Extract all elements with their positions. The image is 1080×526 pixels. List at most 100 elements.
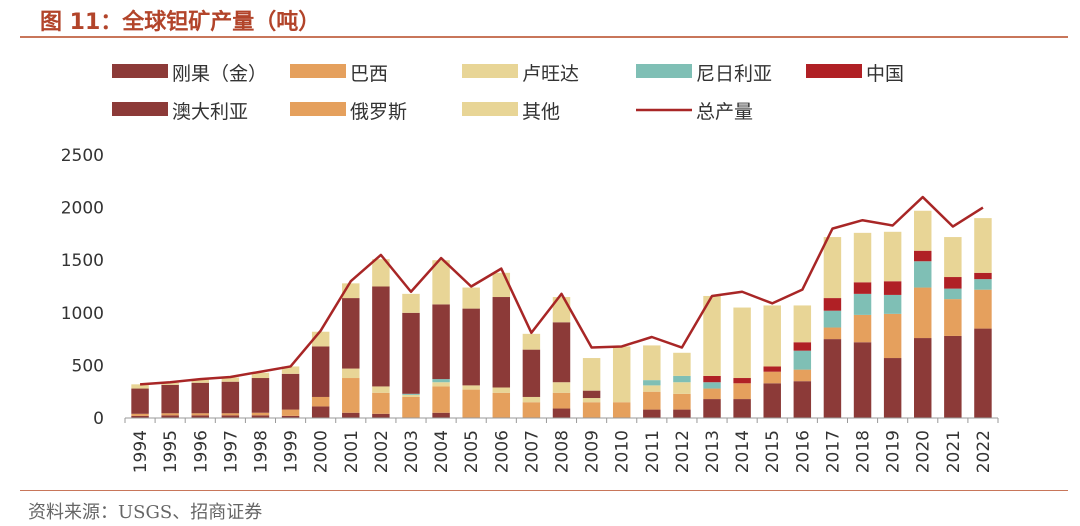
bar-segment — [191, 379, 209, 383]
bar-segment — [673, 409, 691, 418]
x-tick-label: 2002 — [372, 430, 392, 473]
bar-segment — [281, 373, 300, 410]
bar-segment — [914, 261, 932, 288]
bar-segment — [703, 295, 721, 376]
bar-segment — [733, 399, 751, 418]
bar-segment — [853, 282, 872, 294]
x-tick-label: 2019 — [884, 430, 904, 473]
bar-segment — [251, 412, 270, 416]
bar-segment — [432, 379, 450, 383]
bar-segment — [883, 281, 902, 295]
bar-segment — [673, 393, 691, 410]
bar-segment — [974, 289, 992, 329]
bar-segment — [221, 381, 240, 414]
legend-label-other: 其他 — [522, 101, 560, 123]
bar-segment — [462, 308, 480, 386]
x-tick-label: 2004 — [432, 430, 452, 473]
legend-item-nigeria: 尼日利亚 — [636, 63, 772, 85]
source-note: 资料来源：USGS、招商证券 — [28, 502, 263, 523]
x-tick-label: 2008 — [553, 430, 573, 473]
x-tick-label: 1996 — [191, 430, 211, 473]
bar-segment — [131, 413, 149, 416]
bar-segment — [342, 368, 360, 379]
bar-segment — [823, 310, 842, 328]
bar-segment — [161, 413, 179, 416]
legend-item-other: 其他 — [462, 101, 560, 123]
bar-segment — [643, 345, 661, 381]
tantalum-production-chart: 刚果（金） 巴西 卢旺达 尼日利亚 中国 澳大利亚 俄罗斯 其他 — [61, 63, 999, 473]
bar-segment — [974, 218, 992, 273]
y-tick-label: 0 — [93, 409, 104, 429]
legend-swatch-brazil — [290, 64, 346, 78]
bar-segment — [311, 346, 330, 397]
bar-segment — [853, 342, 872, 418]
bar-segment — [161, 415, 179, 418]
bar-segment — [432, 260, 450, 305]
bar-segment — [793, 305, 812, 343]
bar-segment — [673, 382, 691, 394]
bar-segment — [372, 392, 390, 414]
legend-label-total: 总产量 — [696, 101, 753, 123]
x-tick-label: 1997 — [221, 430, 241, 473]
bar-segment — [703, 382, 721, 389]
x-tick-label: 2011 — [643, 430, 663, 473]
bar-segment — [552, 392, 571, 409]
bar-segment — [372, 259, 390, 287]
bar-segment — [763, 371, 781, 384]
legend-item-congo: 刚果（金） — [112, 63, 267, 85]
x-axis: 1994 1995 1996 1997 1998 1999 2000 2001 2002 2003… — [124, 417, 999, 473]
x-tick-label: 1995 — [161, 430, 181, 473]
bar-segment — [763, 383, 781, 418]
bar-segment — [883, 313, 902, 359]
x-tick-label: 2021 — [944, 430, 964, 473]
bar-segment — [823, 327, 842, 340]
bar-segment — [281, 409, 300, 416]
x-tick-label: 1998 — [251, 430, 271, 473]
bar-segment — [793, 381, 812, 418]
bar-segment — [161, 382, 179, 385]
bar-segment — [191, 415, 209, 418]
bar-segment — [131, 415, 149, 418]
bar-segment — [402, 312, 420, 394]
x-tick-label: 2006 — [492, 430, 512, 473]
bar-segment — [402, 394, 420, 397]
bar-segment — [432, 412, 450, 418]
bar-segment — [281, 366, 300, 374]
y-tick-label: 500 — [72, 356, 104, 376]
x-tick-label: 2020 — [914, 430, 934, 473]
x-tick-label: 2001 — [342, 430, 362, 473]
bar-segment — [372, 413, 390, 418]
bar-segment — [582, 358, 601, 391]
bar-segment — [492, 272, 511, 298]
legend-item-brazil: 巴西 — [290, 63, 388, 85]
bar-segment — [673, 352, 691, 376]
bar-segment — [221, 415, 240, 418]
total-production-line — [139, 195, 984, 386]
bar-segment — [643, 391, 661, 410]
y-axis: 0 500 1000 1500 2000 2500 — [61, 146, 104, 429]
bar-segment — [492, 387, 511, 393]
bar-segment — [311, 406, 330, 418]
bar-segment — [944, 299, 962, 336]
bar-segment — [402, 393, 420, 395]
legend-label-rwanda: 卢旺达 — [522, 63, 579, 85]
x-tick-label: 2012 — [673, 430, 693, 473]
y-tick-label: 2000 — [61, 199, 104, 219]
bar-segment — [492, 297, 511, 388]
y-tick-label: 1500 — [61, 251, 104, 271]
bar-segment — [311, 396, 330, 407]
y-tick-label: 2500 — [61, 146, 104, 166]
x-tick-label: 2005 — [462, 430, 482, 473]
bar-segment — [462, 385, 480, 390]
bar-segment — [432, 386, 450, 413]
bar-segment — [221, 413, 240, 416]
bar-segment — [402, 293, 420, 313]
x-tick-label: 1999 — [282, 430, 302, 473]
legend-item-china: 中国 — [806, 63, 904, 85]
x-tick-label: 2014 — [733, 430, 753, 473]
bar-segment — [703, 388, 721, 400]
bar-segment — [823, 339, 842, 418]
chart-title: 图 11：全球钽矿产量（吨） — [40, 10, 321, 35]
source-divider — [20, 490, 1068, 491]
bar-segment — [552, 408, 571, 418]
